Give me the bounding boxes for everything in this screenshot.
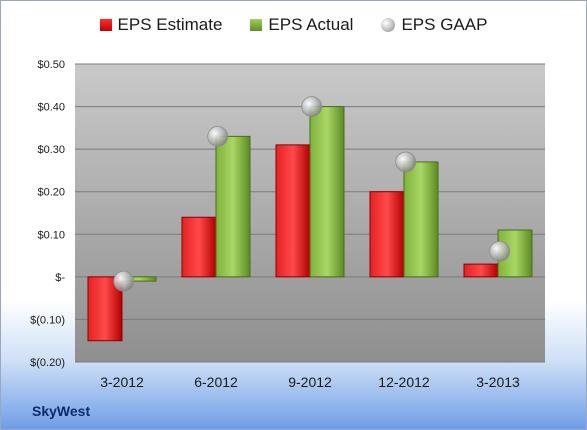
y-tick-label: $0.10 bbox=[37, 229, 65, 241]
gaap-marker bbox=[395, 151, 417, 173]
legend-label-gaap: EPS GAAP bbox=[401, 15, 488, 34]
legend-item-actual: EPS Actual bbox=[250, 15, 353, 35]
legend-item-estimate: EPS Estimate bbox=[99, 15, 223, 35]
legend: EPS Estimate EPS Actual EPS GAAP bbox=[1, 15, 586, 35]
y-tick-label: $- bbox=[55, 272, 65, 284]
legend-item-gaap: EPS GAAP bbox=[381, 15, 487, 35]
y-tick-label: $0.20 bbox=[37, 187, 65, 199]
x-tick-label: 6-2012 bbox=[194, 374, 238, 390]
y-tick-label: $(0.10) bbox=[30, 314, 65, 326]
gaap-marker bbox=[113, 270, 135, 292]
x-tick-label: 3-2012 bbox=[100, 374, 144, 390]
gaap-marker bbox=[489, 240, 511, 262]
x-tick-label: 9-2012 bbox=[288, 374, 332, 390]
bars bbox=[87, 106, 533, 342]
x-tick-label: 3-2013 bbox=[476, 374, 520, 390]
y-axis-labels: $0.50 $0.40 $0.30 $0.20 $0.10 $- $(0.10) $(0.20… bbox=[30, 59, 65, 369]
bar-actual bbox=[309, 106, 345, 278]
bar-actual bbox=[215, 135, 251, 278]
company-name: SkyWest bbox=[32, 403, 91, 419]
y-tick-label: $0.30 bbox=[37, 144, 65, 156]
y-tick-label: $0.40 bbox=[37, 102, 65, 114]
gaap-markers bbox=[113, 96, 511, 292]
legend-swatch-estimate bbox=[99, 19, 112, 31]
gaap-marker bbox=[207, 125, 229, 147]
y-tick-label: $(0.20) bbox=[30, 357, 65, 369]
bar-estimate bbox=[181, 216, 217, 278]
bar-estimate bbox=[275, 144, 311, 278]
bar-estimate bbox=[369, 191, 405, 278]
bar-actual bbox=[403, 161, 439, 278]
y-tick-label: $0.50 bbox=[37, 59, 65, 71]
x-axis-labels: 3-2012 6-2012 9-2012 12-2012 3-2013 bbox=[100, 374, 520, 390]
legend-swatch-gaap bbox=[381, 18, 396, 32]
legend-label-actual: EPS Actual bbox=[268, 15, 354, 34]
gaap-marker bbox=[301, 96, 323, 117]
legend-swatch-actual bbox=[250, 19, 263, 31]
x-tick-label: 12-2012 bbox=[378, 374, 430, 390]
bar-estimate bbox=[463, 263, 499, 278]
legend-label-estimate: EPS Estimate bbox=[117, 15, 223, 34]
